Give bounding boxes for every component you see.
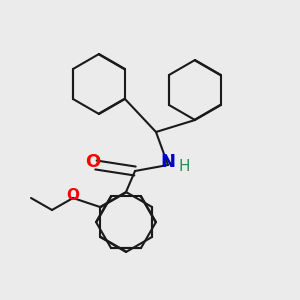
Text: O: O — [67, 188, 80, 202]
Text: O: O — [85, 153, 100, 171]
Text: N: N — [160, 153, 175, 171]
Text: H: H — [179, 159, 190, 174]
